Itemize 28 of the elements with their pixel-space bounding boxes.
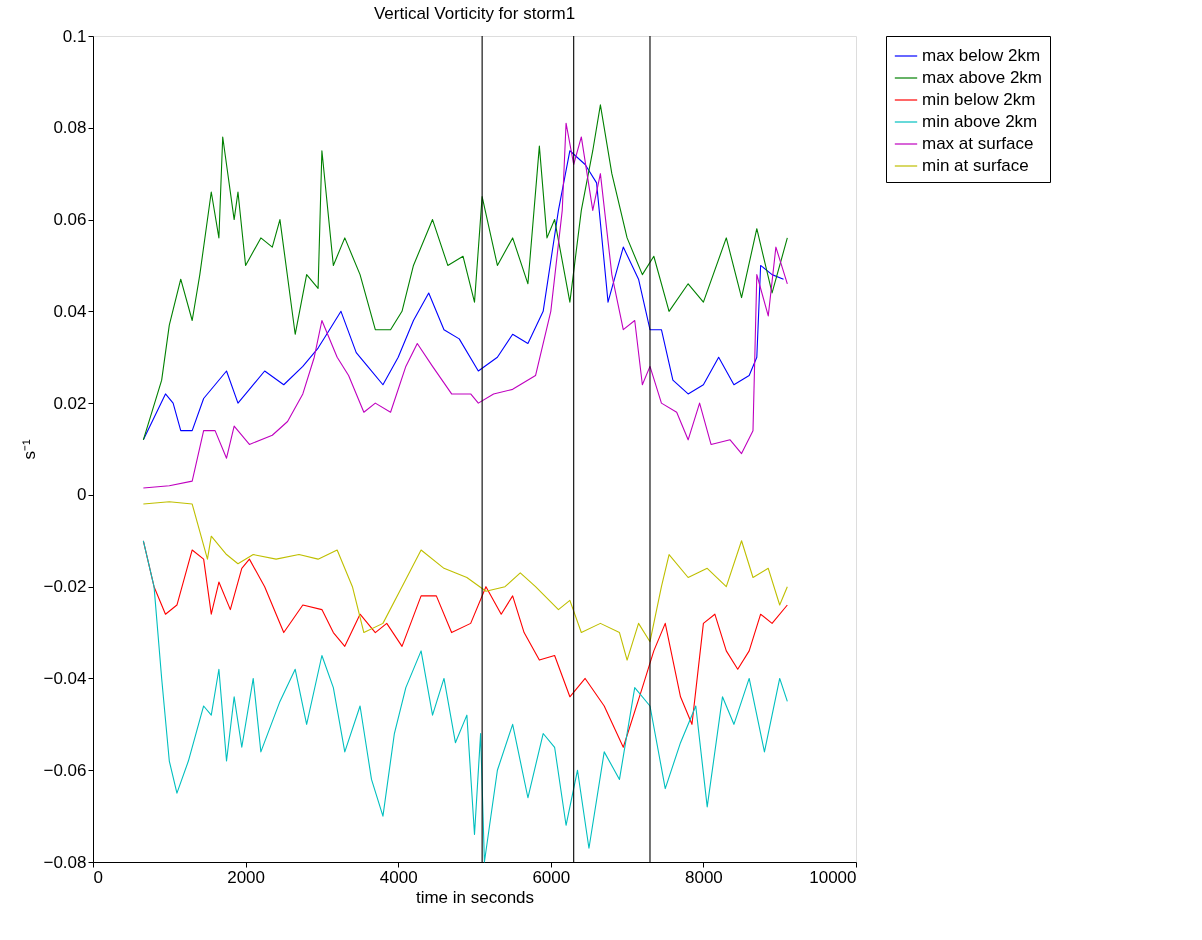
y-tick-label: 0.1 <box>62 26 87 46</box>
y-axis-title: s⁻¹ <box>20 439 40 460</box>
legend-label: max below 2km <box>922 46 1041 65</box>
line-series <box>142 540 788 863</box>
legend-label: min below 2km <box>922 90 1036 109</box>
legend-label: min at surface <box>922 156 1029 175</box>
x-axis-title: time in seconds <box>415 887 535 907</box>
x-tick-label: 2000 <box>227 867 266 887</box>
x-tick-label: 10000 <box>809 867 857 887</box>
x-tick-label: 4000 <box>379 867 418 887</box>
x-tick-label: 6000 <box>532 867 571 887</box>
legend-label: max above 2km <box>922 68 1042 87</box>
y-tick-label: −0.02 <box>43 577 87 597</box>
legend-label: max at surface <box>922 134 1034 153</box>
legend-label: min above 2km <box>922 112 1038 131</box>
line-series <box>142 122 788 489</box>
y-tick-label: −0.06 <box>43 760 87 780</box>
x-tick-label: 0 <box>93 867 103 887</box>
line-series <box>142 501 788 661</box>
y-tick-label: −0.08 <box>43 852 87 872</box>
y-tick-label: 0.06 <box>53 210 87 230</box>
y-tick-label: 0.04 <box>53 301 87 321</box>
y-tick-label: 0.02 <box>53 393 87 413</box>
y-tick-label: 0.08 <box>53 118 87 138</box>
y-tick-label: 0 <box>77 485 87 505</box>
x-tick-label: 8000 <box>684 867 723 887</box>
chart-title: Vertical Vorticity for storm1 <box>373 4 576 23</box>
y-tick-label: −0.04 <box>43 668 87 688</box>
